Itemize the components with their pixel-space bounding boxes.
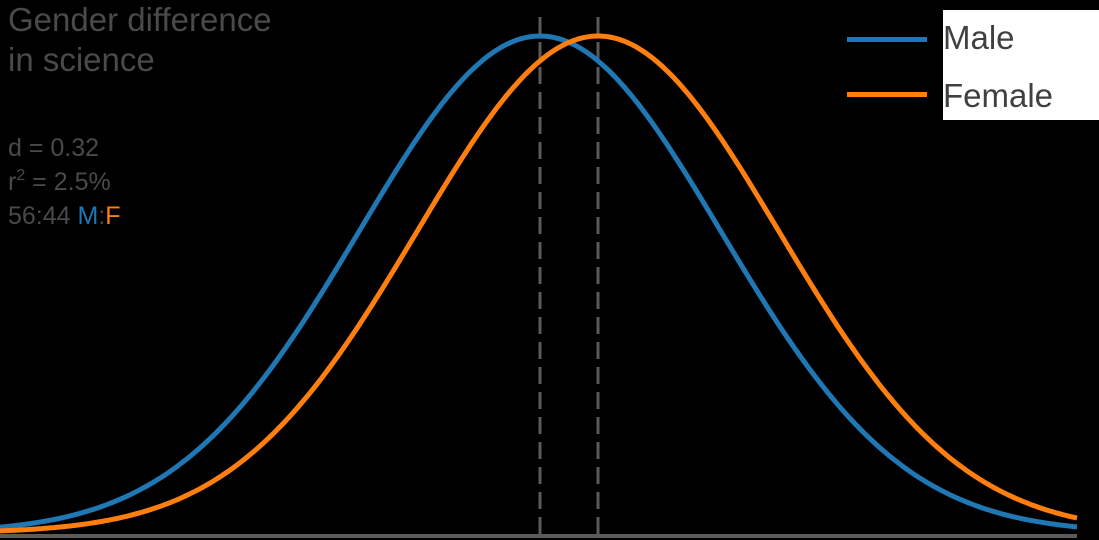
r-squared: r2 = 2.5% xyxy=(8,167,111,197)
legend-female-swatch xyxy=(847,92,927,97)
chart-title-line-2: in science xyxy=(8,41,155,78)
legend-female-label: Female xyxy=(943,77,1054,114)
chart-title-line-1: Gender difference xyxy=(8,1,272,38)
female-distribution-curve xyxy=(0,33,1078,534)
legend-male-swatch xyxy=(847,37,927,42)
legend-male-label: Male xyxy=(943,19,1015,56)
ratio-male-letter: M xyxy=(77,202,99,230)
ratio-female-letter: F xyxy=(105,202,121,230)
legend-background xyxy=(943,10,1099,120)
stats-annotation: d = 0.32 r2 = 2.5% 56:44 M:F xyxy=(8,131,121,233)
chart-title: Gender difference in science xyxy=(8,0,272,80)
ratio-m-f: 56:44 M:F xyxy=(8,202,121,230)
male-distribution-curve xyxy=(0,33,1078,530)
effect-size-d: d = 0.32 xyxy=(8,134,100,162)
